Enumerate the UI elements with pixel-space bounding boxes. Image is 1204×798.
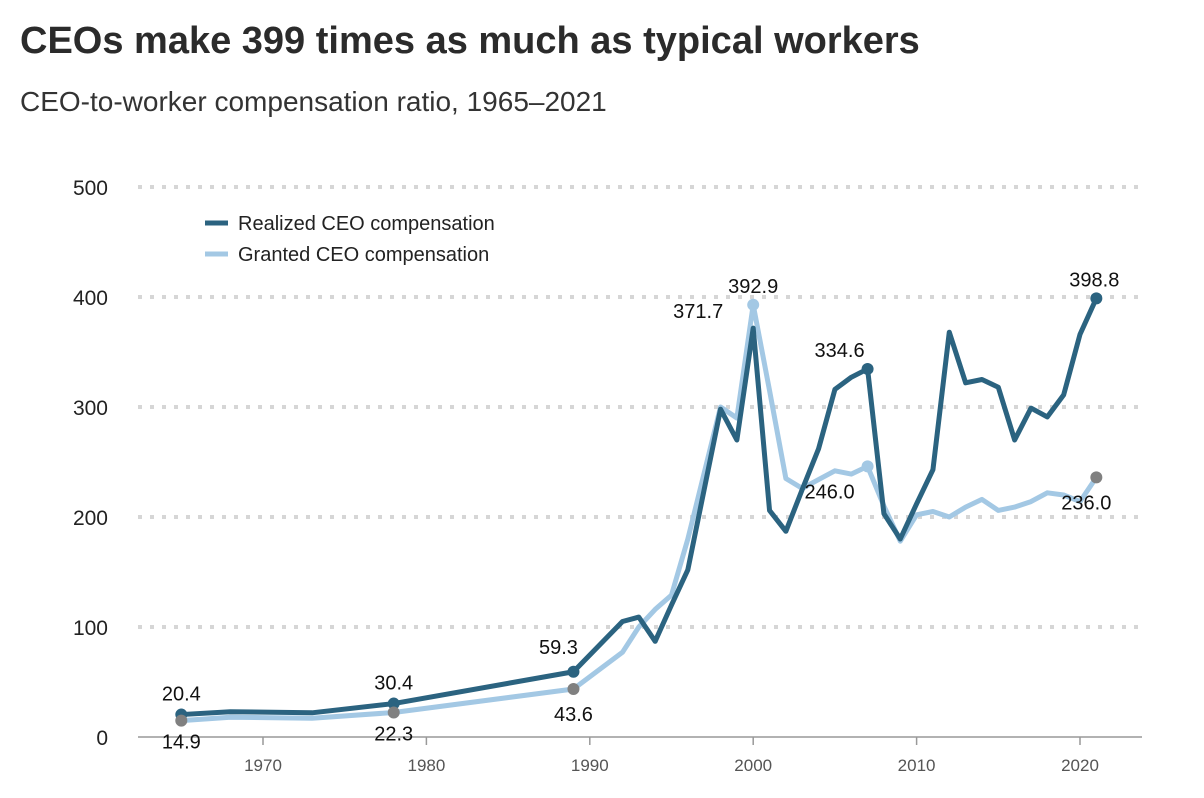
data-label: 334.6 bbox=[815, 340, 865, 362]
data-label: 371.7 bbox=[673, 301, 723, 323]
data-point-marker bbox=[1090, 292, 1103, 305]
data-label: 22.3 bbox=[374, 723, 413, 745]
data-label: 20.4 bbox=[162, 684, 201, 706]
y-tick-label: 100 bbox=[73, 617, 108, 640]
series-line-granted bbox=[181, 302, 1099, 724]
data-point-marker bbox=[175, 714, 188, 727]
y-tick-label: 200 bbox=[73, 507, 108, 530]
x-tick-label: 1970 bbox=[244, 756, 282, 775]
data-point-marker bbox=[861, 460, 874, 473]
x-tick-label: 2000 bbox=[734, 756, 772, 775]
data-point-marker bbox=[567, 665, 580, 678]
legend-label: Granted CEO compensation bbox=[238, 244, 489, 266]
data-point-marker bbox=[567, 683, 580, 696]
y-tick-label: 500 bbox=[73, 177, 108, 200]
data-label: 236.0 bbox=[1061, 492, 1111, 514]
data-point-marker bbox=[1090, 471, 1103, 484]
series-line-realized bbox=[181, 297, 1099, 718]
chart-title: CEOs make 399 times as much as typical w… bbox=[20, 20, 920, 62]
data-point-marker bbox=[387, 706, 400, 719]
data-point-marker bbox=[747, 298, 760, 311]
data-label: 59.3 bbox=[539, 637, 578, 659]
x-tick-label: 1990 bbox=[571, 756, 609, 775]
y-tick-label: 0 bbox=[96, 727, 108, 750]
y-tick-label: 400 bbox=[73, 287, 108, 310]
y-tick-label: 300 bbox=[73, 397, 108, 420]
x-tick-label: 1980 bbox=[407, 756, 445, 775]
data-point-marker bbox=[387, 697, 400, 710]
data-label: 246.0 bbox=[805, 481, 855, 503]
legend-label: Realized CEO compensation bbox=[238, 213, 495, 235]
data-label: 398.8 bbox=[1069, 269, 1119, 291]
data-label: 43.6 bbox=[554, 704, 593, 726]
x-tick-label: 2010 bbox=[898, 756, 936, 775]
data-label: 30.4 bbox=[374, 673, 413, 695]
data-point-marker bbox=[861, 362, 874, 375]
x-tick-label: 2020 bbox=[1061, 756, 1099, 775]
chart-subtitle: CEO-to-worker compensation ratio, 1965–2… bbox=[20, 86, 607, 117]
data-label: 392.9 bbox=[728, 276, 778, 298]
data-label: 14.9 bbox=[162, 732, 201, 754]
